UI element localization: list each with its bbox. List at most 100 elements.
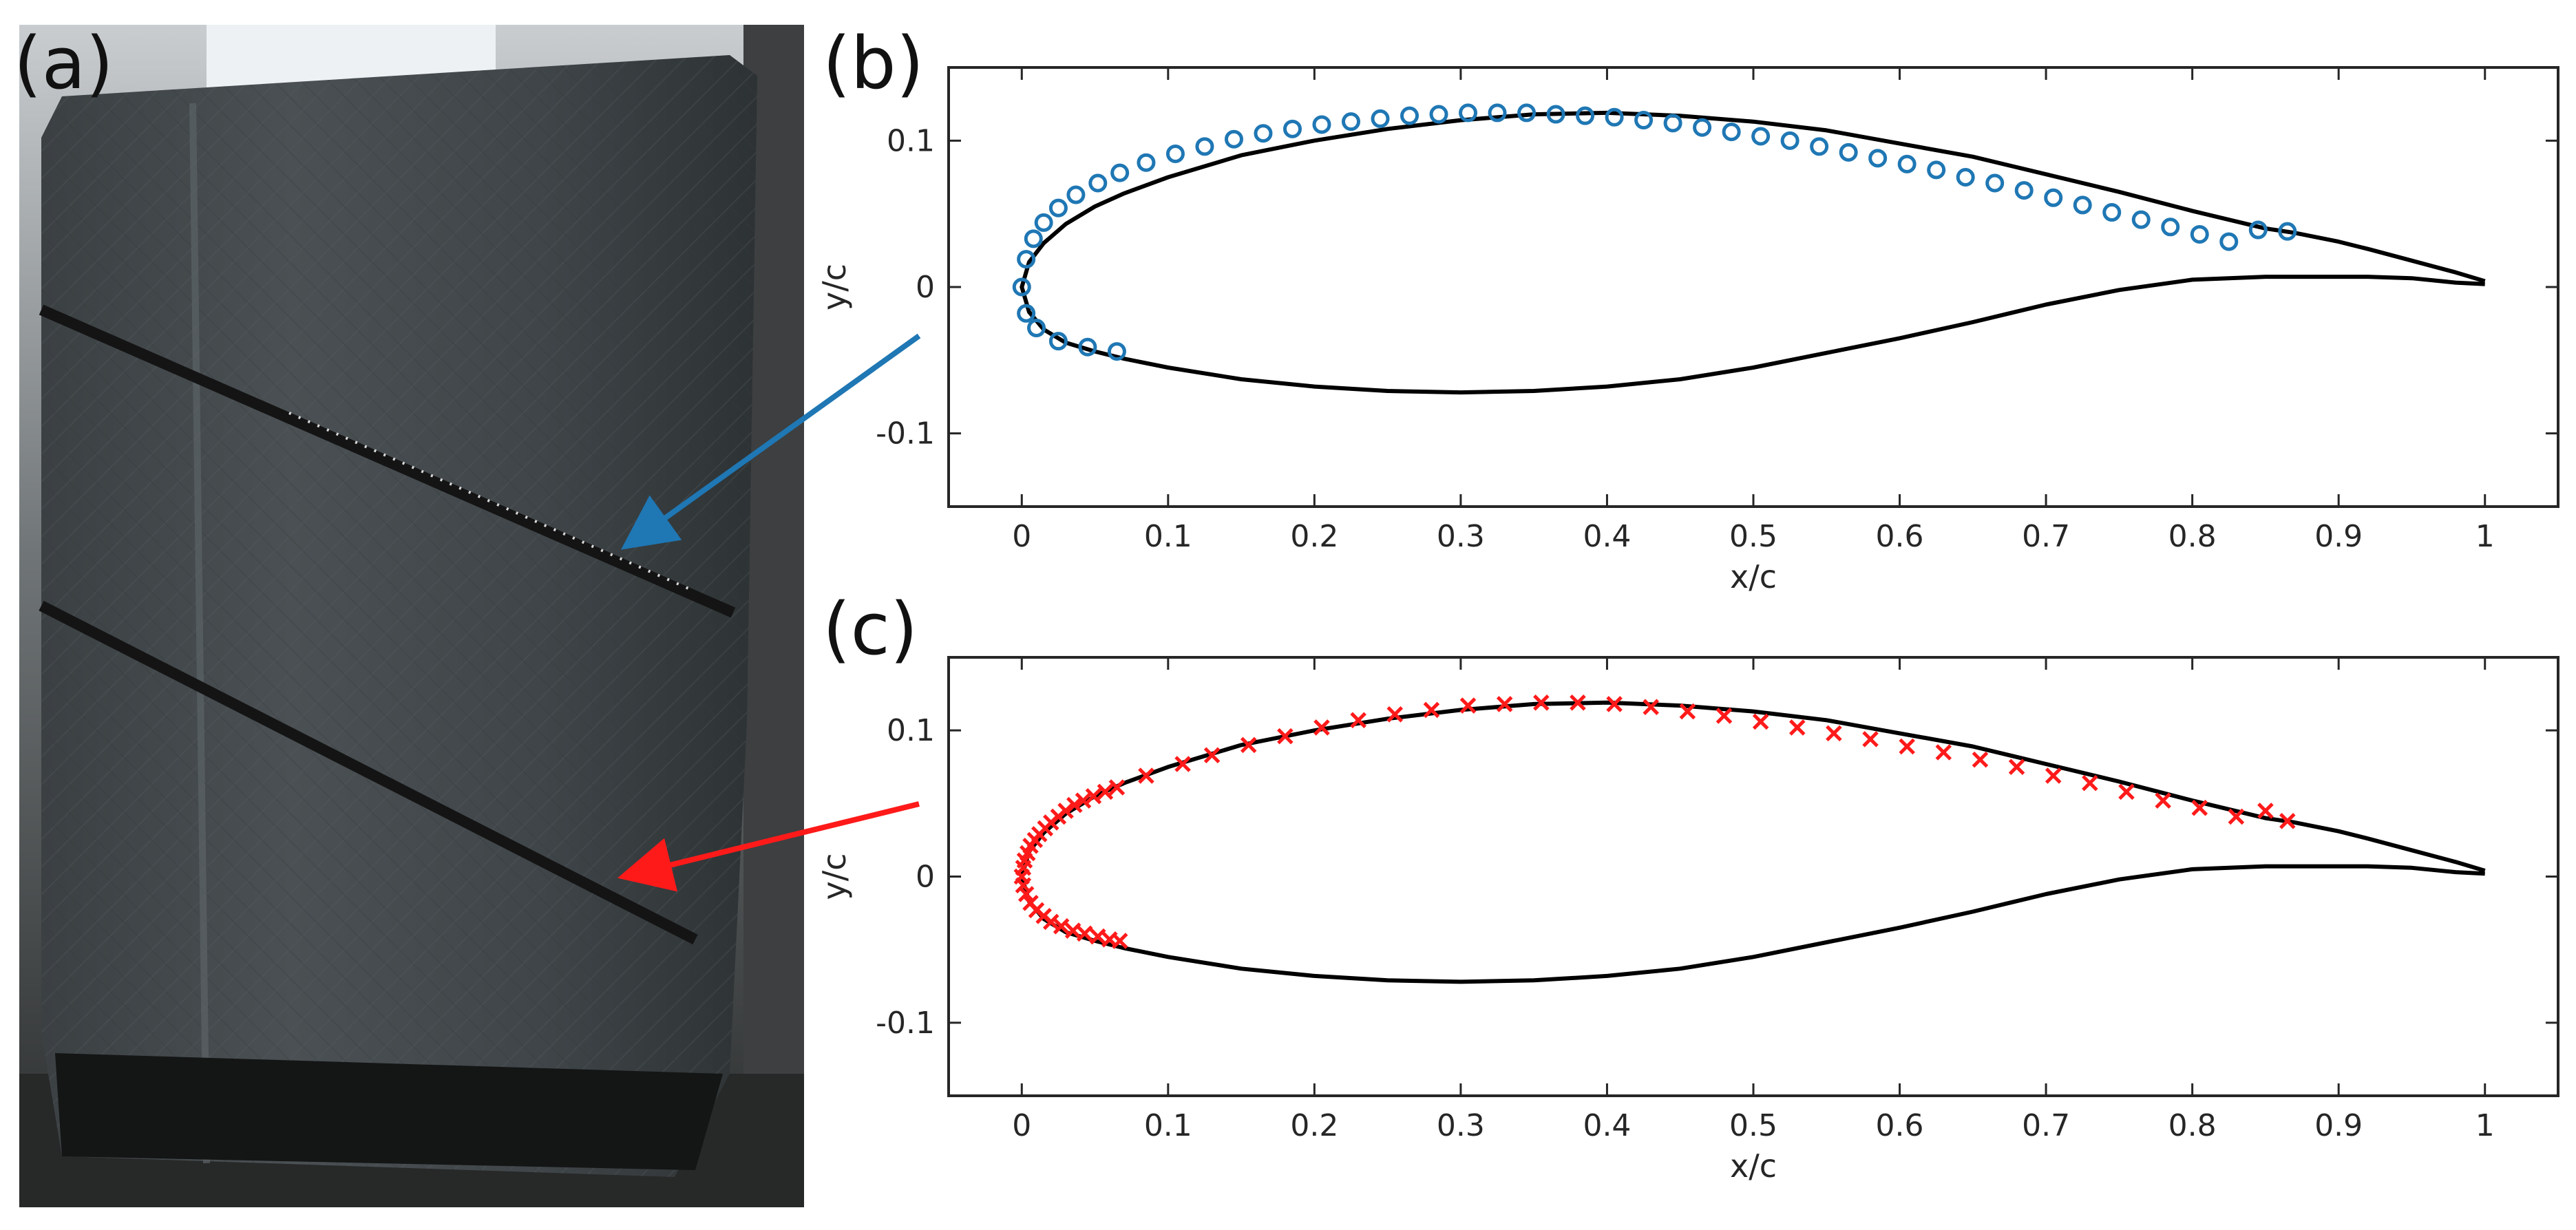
blade-texture: [41, 55, 757, 1177]
measurement-point: [1075, 792, 1092, 809]
measurement-point: [2155, 792, 2171, 809]
cross-stroke: [1111, 933, 1128, 949]
measurement-point: [1090, 928, 1106, 945]
cross-stroke: [1015, 877, 1032, 894]
cross-stroke: [1972, 751, 1989, 768]
measurement-point: [1342, 112, 1360, 131]
x-tick-label: 0.6: [1876, 1108, 1924, 1143]
measurement-point: [1400, 106, 1419, 125]
measurement-line-upper: [39, 304, 736, 618]
measurement-point: [1371, 109, 1390, 128]
measurement-point: [2190, 224, 2209, 244]
cross-stroke: [1679, 703, 1696, 720]
x-tick-label: 0.7: [2022, 519, 2070, 554]
y-tick-label: 0: [916, 860, 935, 895]
cross-stroke: [1899, 738, 1915, 755]
cross-stroke: [2257, 803, 2274, 819]
measurement-point: [1017, 886, 1035, 902]
measurement-point: [2191, 799, 2208, 816]
plot-c: 0 0.1 0.2 0.3 0.4 0.5 0.6 0.7 0.8 0.9 1 -0.1 0 0.1 x/c…: [816, 656, 2559, 1185]
measurement-point: [2118, 783, 2135, 800]
cross-stroke: [1350, 712, 1366, 729]
measurement-point: [2082, 774, 2098, 792]
measurement-point: [1839, 142, 1858, 162]
y-tick-label: 0.1: [887, 123, 935, 158]
measurement-point: [1576, 106, 1595, 125]
measurement-point: [2278, 222, 2297, 241]
cross-stroke: [1643, 699, 1659, 715]
measurement-point: [1224, 129, 1243, 149]
measurement-point: [1663, 114, 1682, 133]
blade-spar-line: [189, 103, 210, 1164]
x-tick-label: 0.6: [1876, 519, 1924, 554]
measurement-point: [1057, 803, 1074, 819]
x-tick-label: 0: [1012, 1108, 1031, 1143]
cross-stroke: [1108, 779, 1126, 796]
y-tick-label: -0.1: [876, 416, 935, 452]
cross-stroke: [1138, 767, 1154, 784]
y-tick-label: 0: [916, 270, 935, 305]
measurement-point: [1679, 703, 1696, 720]
measurement-point: [1240, 736, 1257, 754]
measurement-point: [1862, 731, 1879, 747]
measurement-point: [1024, 229, 1043, 248]
cross-stroke: [2155, 792, 2171, 809]
measurement-point: [1012, 277, 1031, 297]
cross-stroke: [2008, 759, 2025, 776]
measurement-point: [1423, 701, 1440, 719]
x-tick-label: 1: [2475, 1108, 2495, 1143]
cross-stroke: [1496, 696, 1513, 712]
measurement-point: [1282, 119, 1302, 138]
measurement-point: [1027, 319, 1046, 338]
panel-label-c: (c): [823, 587, 918, 671]
measurement-point: [1459, 697, 1477, 714]
measurement-point: [2102, 203, 2122, 222]
measurement-point: [1722, 123, 1741, 142]
measurement-point: [1972, 751, 1989, 768]
measurement-point: [1107, 342, 1126, 361]
blade-bottom-band: [55, 1053, 723, 1170]
measurement-point: [1048, 332, 1068, 351]
x-tick-label: 0.9: [2314, 519, 2363, 554]
measurement-point: [1606, 696, 1623, 712]
measurement-point: [1195, 137, 1214, 156]
cross-stroke: [1386, 706, 1404, 723]
measurement-point: [1429, 105, 1448, 124]
cross-stroke: [1313, 719, 1330, 736]
panel-label-a: (a): [14, 21, 114, 105]
measurement-point: [1043, 913, 1059, 931]
measurement-point: [1076, 925, 1093, 942]
measurement-point: [1048, 198, 1068, 218]
measurement-point: [1897, 154, 1917, 173]
measurement-point: [1203, 747, 1221, 764]
measurement-point: [1085, 787, 1102, 805]
measurement-point: [2248, 220, 2268, 240]
measurement-point: [1496, 696, 1513, 712]
x-tick-label: 0.2: [1290, 1108, 1338, 1143]
measurement-point: [1956, 168, 1975, 187]
cross-stroke: [2228, 808, 2245, 825]
measurement-point: [1826, 725, 1842, 742]
measurement-point: [1570, 694, 1586, 711]
cross-stroke: [1064, 922, 1081, 939]
x-tick-label: 0.3: [1437, 1108, 1485, 1143]
measurement-point: [1137, 153, 1156, 172]
panel-label-b: (b): [823, 21, 924, 105]
cross-stroke: [2118, 783, 2135, 800]
measurement-point: [1517, 103, 1537, 123]
measurement-point: [1927, 160, 1946, 180]
measurement-point: [1868, 149, 1888, 168]
measurement-point: [1111, 933, 1128, 949]
measurement-point: [1350, 712, 1366, 729]
cross-stroke: [2191, 799, 2208, 816]
blue-arrow: [620, 333, 921, 550]
measurement-point: [1254, 124, 1273, 143]
cross-stroke: [1423, 701, 1440, 719]
measurement-point: [1078, 337, 1097, 357]
measurement-point: [1780, 131, 1799, 150]
measurement-point: [2279, 813, 2296, 829]
measurement-point: [1108, 779, 1126, 796]
cross-stroke: [2082, 774, 2098, 792]
cross-stroke: [1826, 725, 1842, 742]
